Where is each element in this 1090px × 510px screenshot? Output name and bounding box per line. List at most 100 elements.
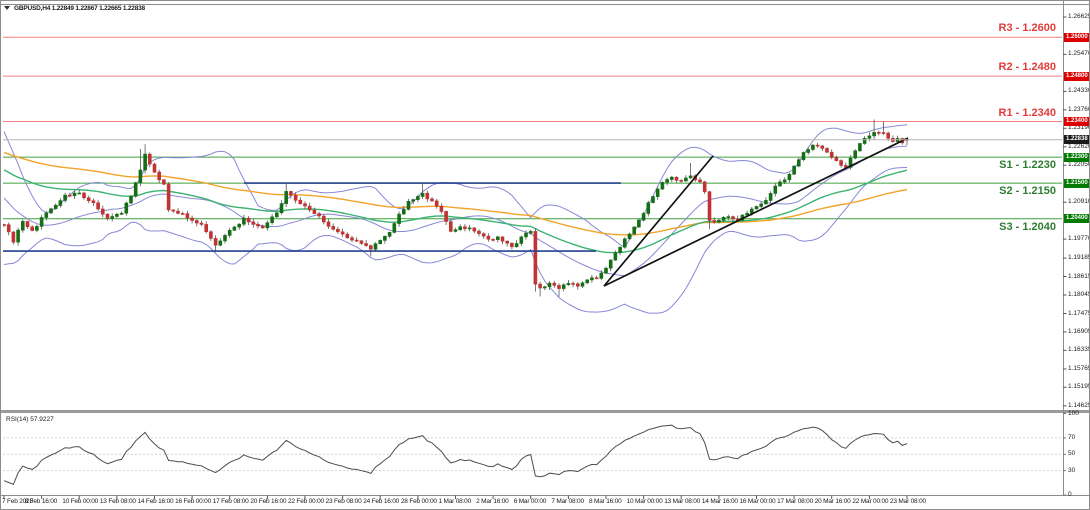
price-tick-label: 1.23190 bbox=[1068, 124, 1090, 132]
candle bbox=[58, 200, 63, 206]
candle bbox=[237, 223, 241, 228]
price-tick-label: 1.26625 bbox=[1068, 13, 1090, 20]
time-tick-label: 6 Mar 00:00 bbox=[513, 498, 547, 505]
price-tick-label: 1.22620 bbox=[1068, 142, 1090, 150]
candle bbox=[378, 240, 383, 244]
time-tick-label: 16 Feb 00:00 bbox=[175, 498, 212, 505]
candle bbox=[260, 225, 265, 229]
candle bbox=[712, 220, 717, 223]
level-label-R1: R1 - 1.2340 bbox=[998, 106, 1056, 119]
panel-borders bbox=[1, 1, 1090, 496]
price-badge-1.26000: 1.26000 bbox=[1064, 32, 1089, 42]
candle bbox=[6, 224, 11, 233]
time-tick-label: 8 Mar 16:00 bbox=[589, 498, 622, 505]
price-tick-label: 1.17475 bbox=[1068, 309, 1090, 317]
candle bbox=[251, 221, 256, 225]
candle bbox=[166, 183, 171, 211]
time-tick-label: 22 Mar 00:00 bbox=[852, 498, 889, 505]
time-tick-label: 10 Feb 00:00 bbox=[62, 498, 99, 505]
time-tick-label: 7 Feb 2023 bbox=[2, 498, 33, 505]
time-tick-label: 17 Feb 08:00 bbox=[212, 498, 249, 505]
candle bbox=[53, 205, 58, 210]
candle bbox=[575, 283, 580, 287]
symbol-ohlc-readout[interactable]: GBPUSD,H4 1.22849 1.22867 1.22665 1.2283… bbox=[4, 5, 145, 15]
candle bbox=[514, 243, 519, 248]
candle bbox=[331, 226, 336, 230]
candle bbox=[401, 209, 406, 215]
candle bbox=[580, 282, 585, 287]
candle bbox=[669, 176, 674, 180]
candle bbox=[637, 219, 641, 228]
candle bbox=[11, 231, 16, 243]
candle bbox=[77, 192, 81, 195]
candle bbox=[491, 239, 495, 241]
expand-ohlc-icon[interactable] bbox=[4, 6, 10, 11]
candle bbox=[552, 282, 557, 286]
candle bbox=[82, 192, 86, 199]
rsi-line bbox=[3, 424, 908, 486]
candle bbox=[458, 226, 463, 231]
candle bbox=[707, 191, 712, 221]
candle bbox=[383, 236, 387, 241]
candle bbox=[86, 197, 91, 202]
fast-ma-line bbox=[3, 169, 908, 254]
candle bbox=[91, 200, 96, 204]
candle bbox=[745, 213, 749, 216]
trendline-objects[interactable] bbox=[3, 137, 909, 287]
candle bbox=[274, 212, 279, 218]
trendline-2[interactable] bbox=[603, 137, 909, 287]
bollinger-middle-band bbox=[3, 145, 908, 277]
candle bbox=[279, 203, 284, 214]
rsi-indicator bbox=[3, 424, 1063, 486]
price-tick-label: 1.14625 bbox=[1068, 401, 1090, 409]
candle bbox=[448, 221, 453, 232]
symbol-period-label: GBPUSD,H4 bbox=[14, 5, 51, 12]
candle bbox=[204, 224, 208, 232]
candle bbox=[354, 239, 359, 242]
candle bbox=[867, 135, 872, 139]
candle bbox=[627, 233, 632, 240]
candle bbox=[872, 132, 876, 137]
candle bbox=[303, 203, 307, 207]
candle bbox=[542, 286, 547, 289]
candle bbox=[406, 201, 411, 210]
candle bbox=[195, 220, 199, 224]
candle bbox=[180, 213, 185, 215]
rsi-tick-label: 0 bbox=[1068, 491, 1072, 498]
time-tick-label: 13 Mar 08:00 bbox=[664, 498, 701, 505]
candle bbox=[778, 181, 782, 187]
candle bbox=[505, 240, 510, 244]
candle bbox=[232, 226, 237, 231]
price-tick-label: 1.18615 bbox=[1068, 272, 1090, 280]
candle bbox=[495, 236, 500, 240]
time-tick-label: 13 Feb 08:00 bbox=[99, 498, 136, 505]
price-tick-label: 1.15195 bbox=[1068, 383, 1090, 391]
candle bbox=[679, 180, 684, 182]
price-badge-1.20400: 1.20400 bbox=[1064, 214, 1089, 224]
time-tick-label: 22 Feb 00:00 bbox=[288, 498, 324, 505]
level-label-S1: S1 - 1.2230 bbox=[999, 159, 1056, 172]
main-rsi-divider[interactable] bbox=[1, 410, 1090, 413]
candle bbox=[641, 213, 646, 221]
candle bbox=[129, 196, 133, 204]
candle bbox=[684, 177, 688, 182]
candle bbox=[39, 217, 44, 227]
trendline-1[interactable] bbox=[603, 155, 714, 287]
time-tick-label: 20 Feb 16:00 bbox=[250, 498, 287, 505]
price-tick-label: 1.24330 bbox=[1068, 87, 1090, 95]
candle bbox=[44, 212, 49, 218]
candle bbox=[176, 210, 180, 214]
candle bbox=[618, 246, 622, 253]
candle bbox=[853, 150, 858, 159]
candle bbox=[171, 209, 176, 212]
time-tick-label: 23 Feb 08:00 bbox=[325, 498, 362, 505]
candle bbox=[256, 224, 260, 227]
ohlc-values: 1.22849 1.22867 1.22665 1.22838 bbox=[51, 5, 145, 12]
time-tick-label: 14 Mar 16:00 bbox=[701, 498, 738, 505]
panel-divider-handle[interactable] bbox=[1, 410, 1089, 413]
candle bbox=[477, 230, 481, 234]
candle bbox=[806, 149, 811, 153]
candle bbox=[524, 232, 528, 238]
candle bbox=[133, 182, 138, 197]
